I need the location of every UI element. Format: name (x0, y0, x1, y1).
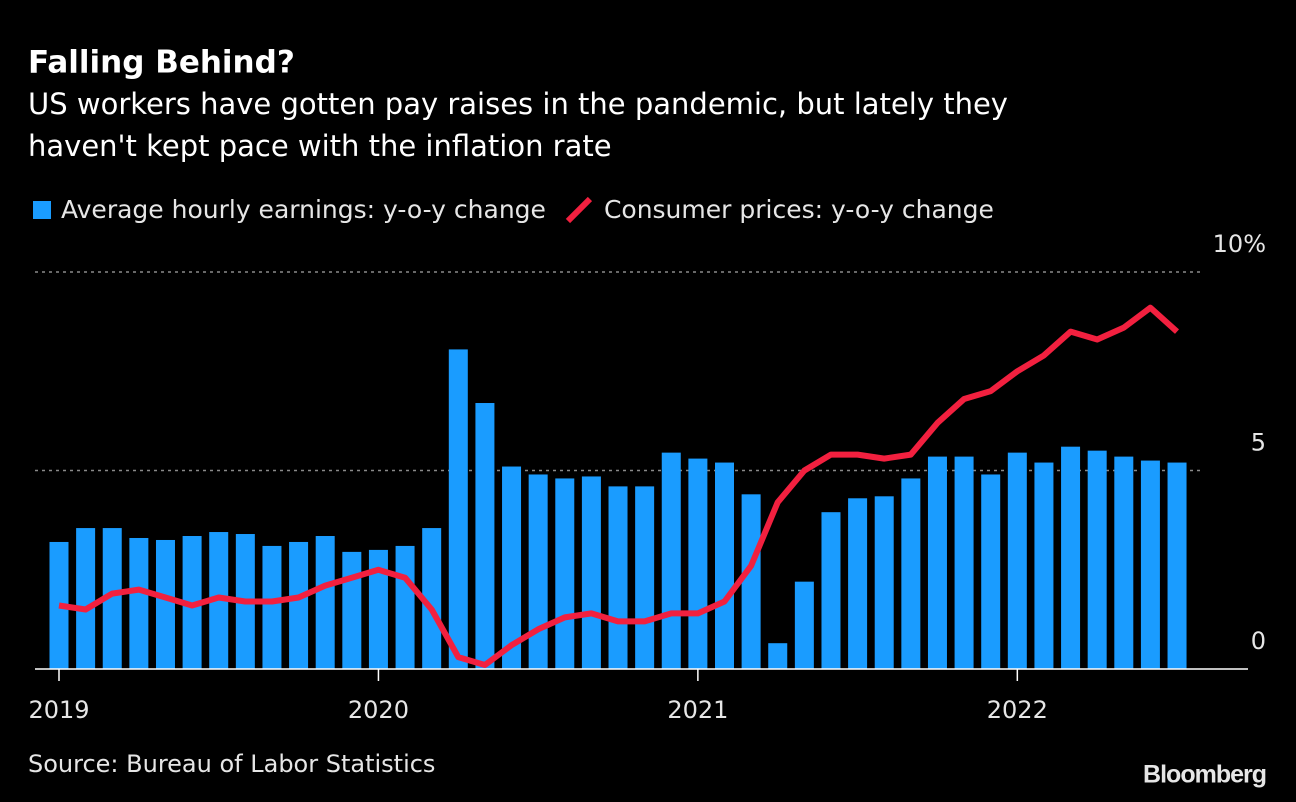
bar (289, 541, 309, 669)
bar (395, 545, 415, 669)
bar (1167, 462, 1187, 669)
line-series (58, 304, 1180, 668)
legend-label: Average hourly earnings: y-o-y change (61, 195, 546, 224)
bar (1140, 460, 1160, 669)
chart-subtitle: haven't kept pace with the inflation rat… (28, 129, 612, 163)
bar (368, 549, 388, 669)
bar (954, 456, 974, 669)
bar (1087, 450, 1107, 669)
bar (155, 539, 175, 669)
bar (608, 486, 628, 669)
source: Source: Bureau of Labor Statistics (28, 750, 435, 778)
bar (1007, 452, 1027, 669)
bar (1061, 446, 1081, 669)
bar (741, 494, 761, 669)
bar (901, 478, 921, 669)
x-tick-label: 2022 (987, 696, 1048, 724)
legend-swatch (33, 201, 51, 219)
x-tick-label: 2020 (348, 696, 409, 724)
bar (927, 456, 947, 669)
bar (448, 349, 468, 669)
bar (475, 403, 495, 669)
bar (129, 537, 149, 669)
bar (768, 643, 788, 669)
bar (794, 581, 814, 669)
bar (874, 496, 894, 669)
bar (555, 478, 575, 669)
chart-title: Falling Behind? (28, 45, 295, 81)
legend-label: Consumer prices: y-o-y change (604, 195, 994, 224)
bar (342, 551, 362, 669)
x-tick-label: 2019 (28, 696, 89, 724)
bar (76, 528, 96, 669)
bar (981, 474, 1001, 669)
bar (502, 466, 522, 669)
bar (635, 486, 655, 669)
bar (528, 474, 548, 669)
x-tick-label: 2021 (667, 696, 728, 724)
y-tick-label: 0 (1251, 627, 1266, 655)
bar (581, 476, 601, 669)
bar (715, 462, 734, 669)
chart-subtitle: US workers have gotten pay raises in the… (28, 87, 1008, 121)
brand: Bloomberg (1143, 761, 1266, 789)
bar (102, 528, 122, 669)
bar (821, 512, 841, 669)
bar (262, 545, 282, 669)
bar (848, 498, 868, 669)
bar (1114, 456, 1134, 669)
bar (1034, 462, 1054, 669)
y-tick-label: 5 (1251, 429, 1266, 457)
legend-swatch (565, 196, 593, 224)
bar (49, 541, 69, 669)
y-tick-label: 10% (1213, 230, 1266, 258)
bar (315, 536, 335, 669)
bar (422, 528, 442, 669)
bar (688, 458, 708, 669)
bar (661, 452, 681, 669)
